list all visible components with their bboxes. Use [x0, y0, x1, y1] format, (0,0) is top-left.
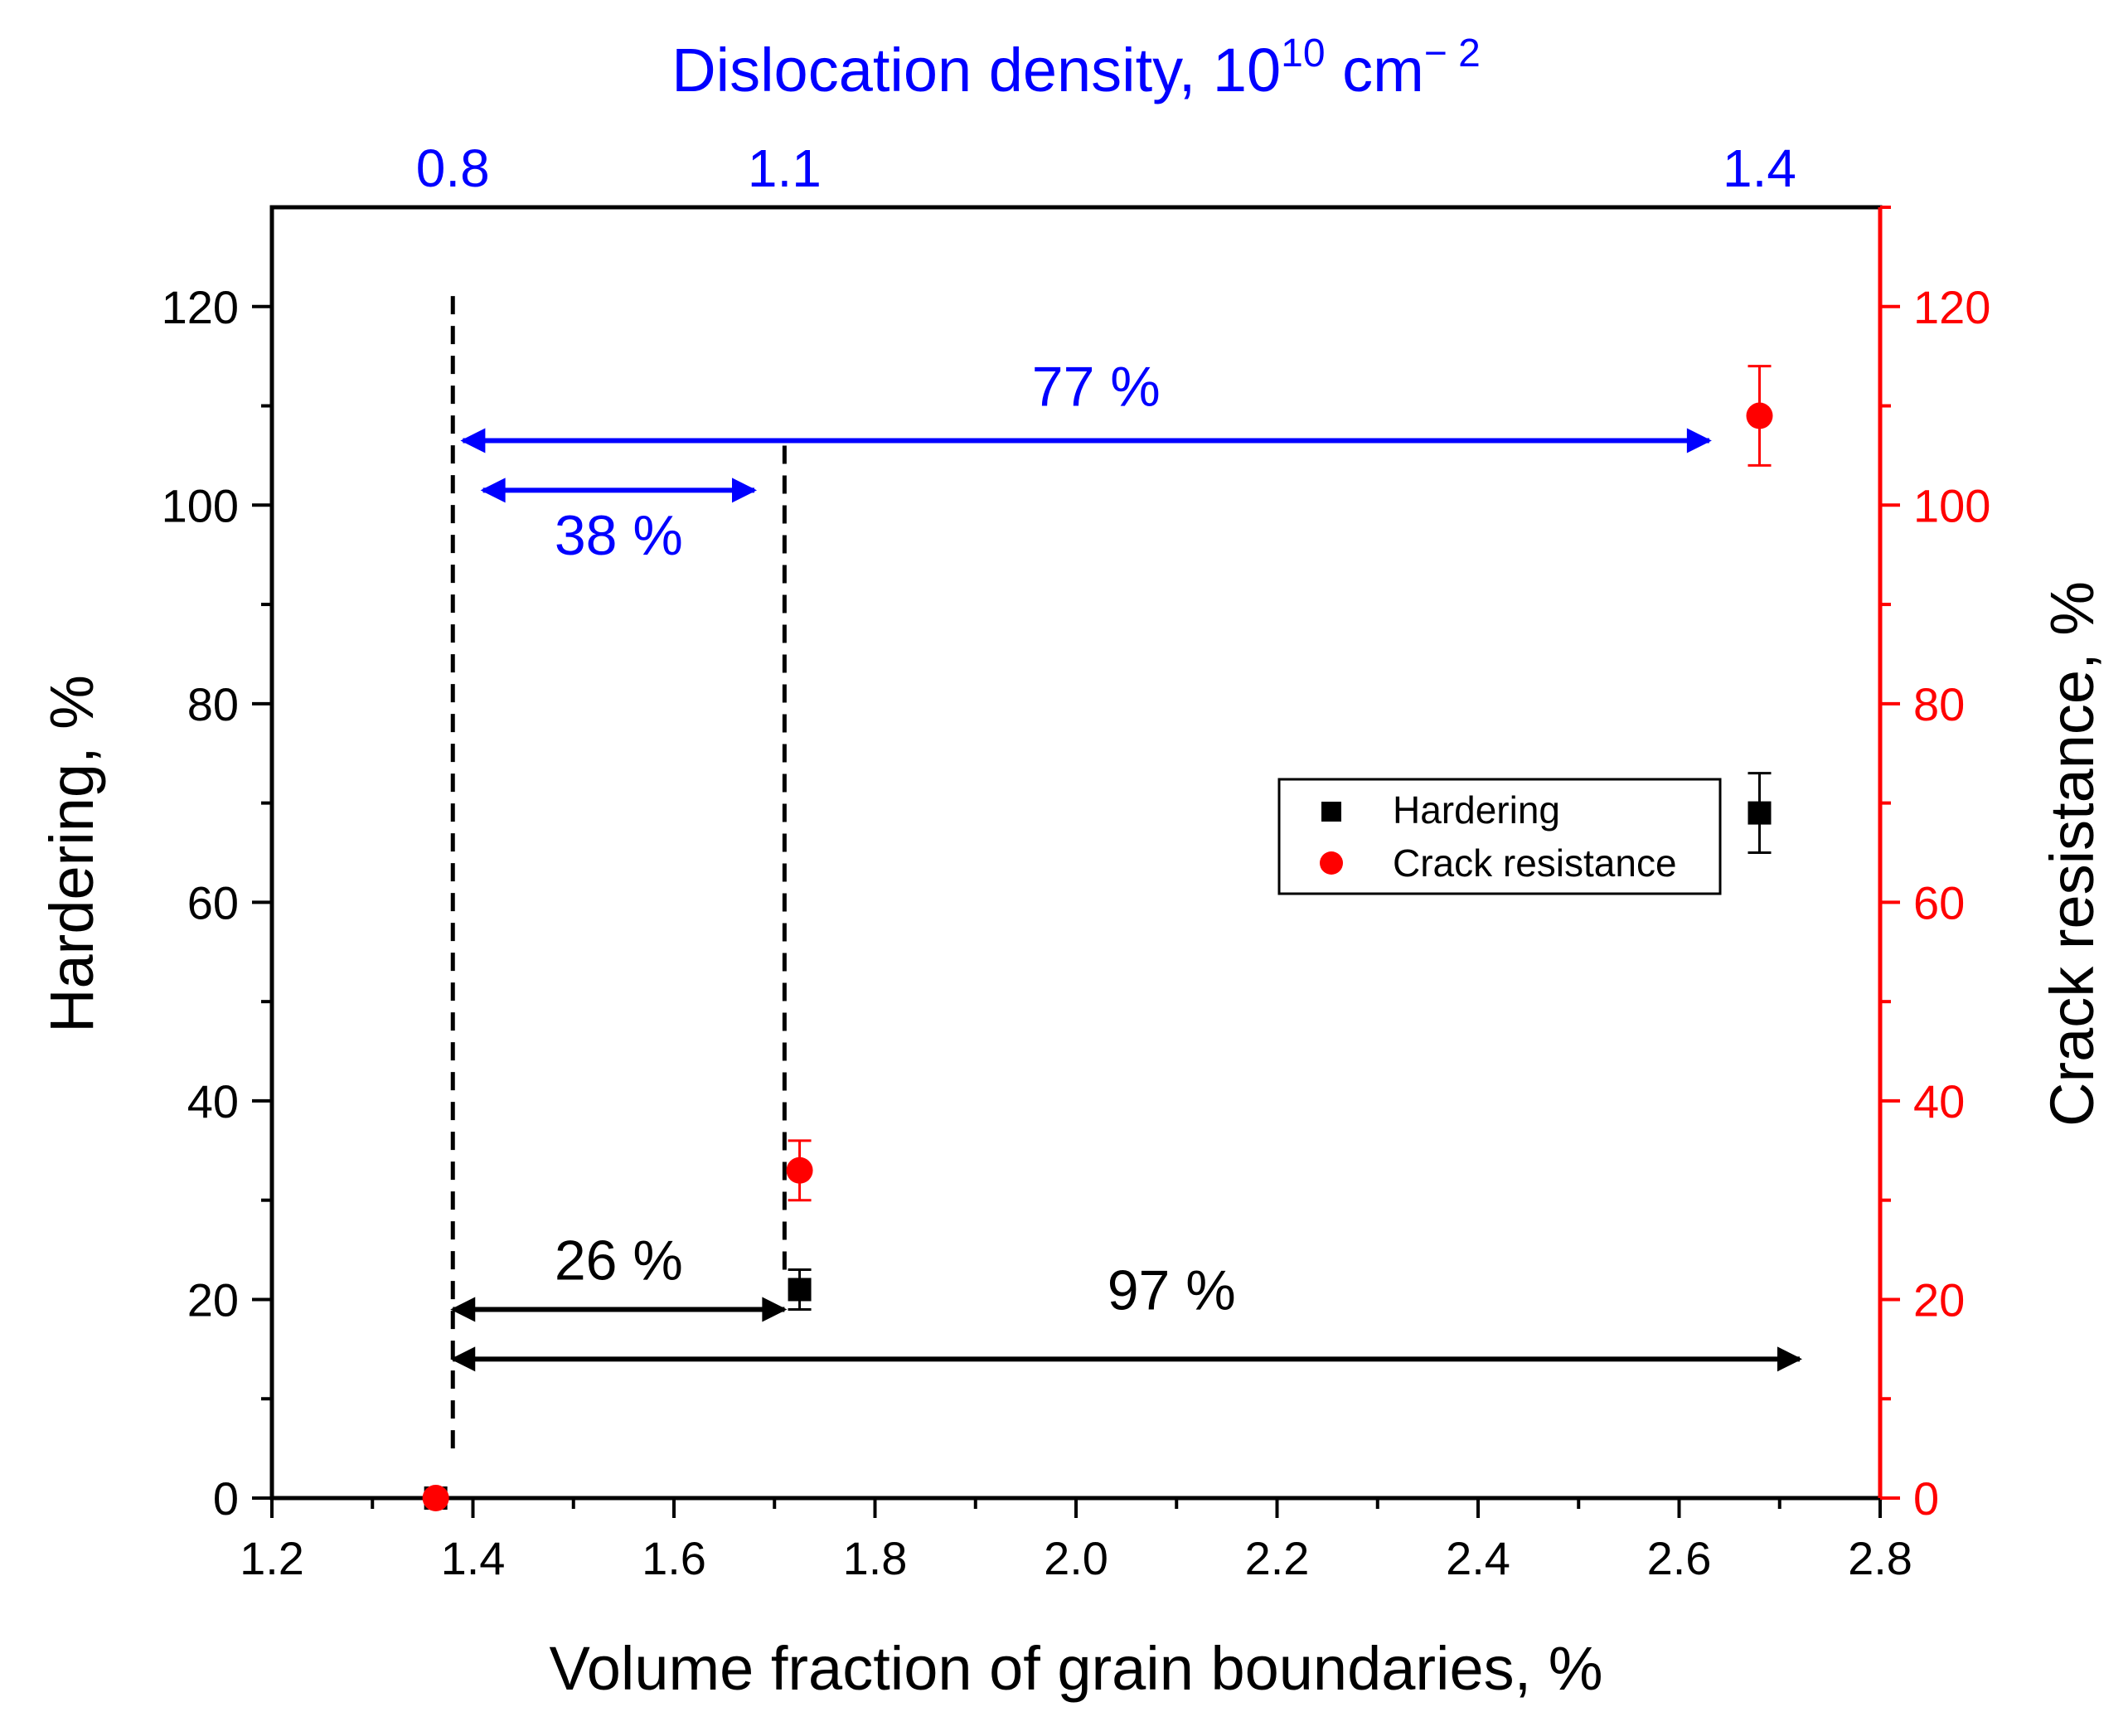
annotation-label: 97 % — [1108, 1258, 1236, 1321]
x-tick-label: 2.4 — [1446, 1532, 1510, 1584]
y-tick-label-right: 100 — [1913, 479, 1990, 531]
y-tick-label-right: 0 — [1913, 1472, 1939, 1525]
point-crack-resistance — [1746, 402, 1773, 429]
x-axis-title: Volume fraction of grain boundaries, % — [549, 1634, 1602, 1703]
y-tick-label-right: 20 — [1913, 1273, 1965, 1326]
x-tick-label: 1.4 — [441, 1532, 506, 1584]
legend-marker-hardering — [1321, 802, 1341, 822]
x-tick-label: 2.2 — [1245, 1532, 1310, 1584]
y-tick-label-right: 80 — [1913, 678, 1965, 730]
top-tick-label: 0.8 — [416, 138, 490, 198]
y-tick-label-left: 0 — [213, 1472, 239, 1525]
y-tick-label-right: 60 — [1913, 876, 1965, 929]
x-tick-label: 2.0 — [1044, 1532, 1108, 1584]
y-tick-label-left: 40 — [187, 1075, 239, 1127]
x-tick-label: 1.8 — [843, 1532, 908, 1584]
legend: Hardering Crack resistance — [1277, 778, 1722, 895]
point-crack-resistance — [422, 1485, 449, 1511]
y-tick-label-right: 120 — [1913, 281, 1990, 333]
top-axis-title: Dislocation density, 1010 cm− 2 — [671, 32, 1481, 104]
legend-label-hardering: Hardering — [1393, 788, 1560, 832]
y-tick-label-left: 80 — [187, 678, 239, 730]
x-tick-label: 2.6 — [1647, 1532, 1712, 1584]
y-tick-label-right: 40 — [1913, 1075, 1965, 1127]
legend-marker-crack-resistance — [1320, 851, 1343, 875]
point-hardering — [788, 1278, 812, 1302]
top-tick-label: 1.1 — [748, 138, 822, 198]
y-tick-label-left: 20 — [187, 1273, 239, 1326]
y-axis-title-left: Hardering, % — [37, 675, 106, 1033]
y-tick-label-left: 120 — [162, 281, 239, 333]
y-tick-label-left: 100 — [162, 479, 239, 531]
y-tick-label-left: 60 — [187, 876, 239, 929]
legend-box — [1277, 778, 1722, 895]
x-tick-label: 1.6 — [642, 1532, 706, 1584]
annotation-label: 77 % — [1032, 356, 1161, 419]
y-axis-title-right: Crack resistance, % — [2038, 581, 2106, 1127]
point-crack-resistance — [786, 1157, 813, 1184]
x-tick-label: 1.2 — [240, 1532, 304, 1584]
annotation-label: 38 % — [555, 504, 683, 567]
x-tick-label: 2.8 — [1848, 1532, 1912, 1584]
legend-label-crack-resistance: Crack resistance — [1393, 841, 1677, 885]
top-tick-label: 1.4 — [1723, 138, 1796, 198]
point-hardering — [1747, 801, 1772, 825]
annotation-label: 26 % — [555, 1229, 683, 1292]
